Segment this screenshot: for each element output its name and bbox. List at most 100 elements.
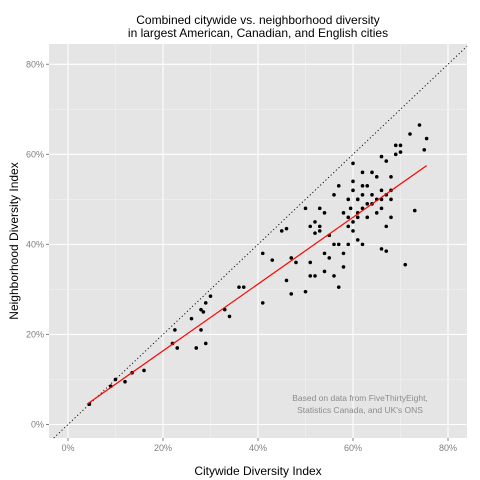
scatter-point	[308, 274, 313, 278]
y-tick-label: 40%	[26, 239, 44, 249]
x-axis-ticks: 0% 20% 40% 60% 80%	[61, 438, 457, 453]
scatter-point	[417, 123, 422, 127]
scatter-point	[351, 179, 355, 184]
scatter-point	[374, 175, 379, 179]
fit-line-group	[86, 165, 427, 405]
scatter-point	[412, 208, 417, 213]
scatter-point	[317, 229, 322, 233]
scatter-point	[260, 301, 265, 305]
x-tick-label: 20%	[154, 443, 172, 453]
scatter-point	[322, 251, 327, 256]
scatter-point	[422, 148, 427, 152]
chart-title-line-2: in largest American, Canadian, and Engli…	[128, 26, 388, 40]
scatter-point	[365, 215, 370, 220]
scatter-point	[355, 238, 360, 242]
scatter-point	[403, 262, 408, 267]
scatter-point	[351, 220, 355, 224]
scatter-point	[199, 307, 203, 312]
scatter-point	[203, 341, 208, 346]
scatter-point	[424, 136, 429, 141]
x-tick-label: 80%	[439, 443, 457, 453]
chart-title-line-1: Combined citywide vs. neighborhood diver…	[136, 13, 379, 27]
scatter-point	[384, 159, 389, 163]
scatter-point	[313, 274, 317, 278]
scatter-point	[203, 301, 208, 305]
fit-line	[86, 165, 427, 405]
scatter-point	[289, 256, 294, 260]
reference-line	[53, 45, 468, 439]
scatter-point	[175, 346, 180, 350]
scatter-point	[355, 215, 360, 220]
scatter-point	[294, 260, 298, 265]
scatter-point	[379, 206, 384, 211]
scatter-point	[346, 242, 351, 247]
scatter-point	[346, 224, 351, 229]
scatter-point	[322, 269, 327, 274]
scatter-point	[341, 251, 346, 256]
scatter-point	[241, 285, 246, 289]
scatter-point	[332, 274, 336, 278]
scatter-point	[113, 377, 118, 382]
scatter-point	[360, 184, 365, 188]
scatter-point	[355, 197, 360, 202]
scatter-point	[208, 294, 213, 298]
y-tick-label: 0%	[31, 419, 44, 429]
scatter-point	[284, 278, 289, 283]
scatter-point	[270, 258, 275, 262]
scatter-point	[303, 289, 308, 294]
scatter-point	[346, 197, 351, 202]
scatter-point	[365, 202, 370, 206]
scatter-point	[317, 224, 322, 229]
source-note-line-2: Statistics Canada, and UK's ONS	[297, 405, 423, 415]
y-axis-title: Neighborhood Diversity Index	[7, 162, 21, 319]
scatter-point	[336, 242, 341, 247]
scatter-point	[389, 175, 393, 179]
scatter-point	[393, 152, 398, 157]
scatter-point	[408, 132, 412, 136]
y-tick-label: 80%	[26, 59, 44, 69]
scatter-point	[346, 215, 351, 220]
scatter-point	[237, 285, 241, 289]
scatter-point	[194, 346, 199, 350]
scatter-point	[327, 256, 332, 260]
scatter-point	[389, 197, 393, 202]
x-tick-label: 0%	[61, 443, 74, 453]
scatter-point	[348, 206, 353, 211]
scatter-point	[351, 161, 355, 166]
scatter-point	[289, 292, 294, 296]
scatter-point	[199, 328, 203, 332]
scatter-point	[313, 231, 317, 235]
scatter-point	[308, 260, 313, 265]
source-note-line-1: Based on data from FiveThirtyEight,	[292, 393, 428, 403]
y-tick-label: 20%	[26, 329, 44, 339]
scatter-point	[384, 224, 389, 229]
scatter-point	[123, 379, 127, 384]
scatter-point	[189, 316, 194, 321]
scatter-point	[351, 188, 355, 193]
scatter-point	[173, 328, 177, 332]
scatter-point	[336, 184, 341, 188]
scatter-point	[370, 193, 374, 197]
scatter-point	[303, 206, 308, 211]
scatter-point	[360, 193, 365, 197]
scatter-point	[398, 143, 403, 148]
scatter-point	[365, 184, 370, 188]
scatter-point	[332, 242, 336, 247]
scatter-point	[284, 226, 289, 231]
scatter-point	[379, 188, 384, 193]
scatter-point	[384, 249, 389, 253]
scatter-point	[379, 247, 384, 251]
x-tick-label: 40%	[249, 443, 267, 453]
scatter-point	[360, 242, 365, 247]
scatter-point	[336, 285, 341, 289]
scatter-point	[227, 314, 232, 319]
scatter-point	[360, 170, 365, 175]
scatter-point	[279, 229, 284, 233]
scatter-point	[341, 211, 346, 215]
scatter-point	[142, 368, 146, 373]
scatter-point	[379, 154, 384, 159]
scatter-point	[332, 193, 336, 197]
scatter-point	[317, 206, 322, 211]
scatter-point	[201, 310, 206, 314]
